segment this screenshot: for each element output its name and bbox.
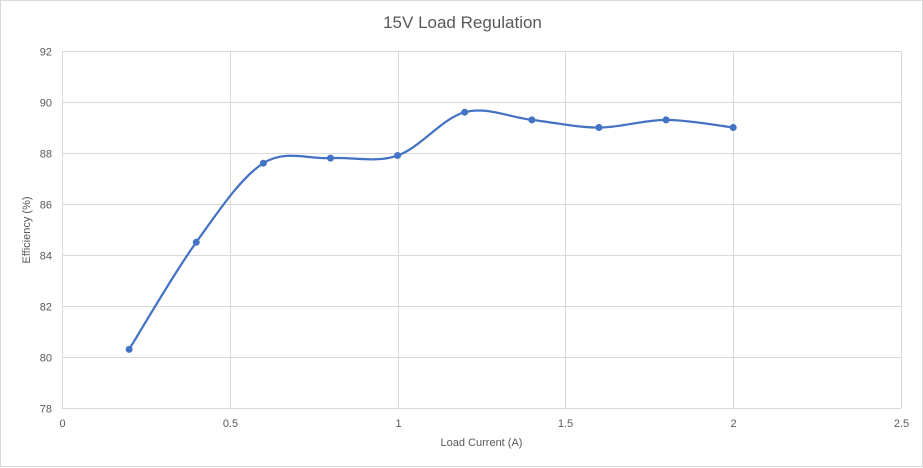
series-line [128,109,734,350]
data-point [326,154,334,162]
y-tick-label: 78 [40,404,52,416]
y-axis-label: Efficiency (%) [21,196,33,264]
data-point [125,345,133,353]
x-axis-label: Load Current (A) [440,437,523,449]
x-tick-label: 1 [395,418,401,430]
data-point [729,124,737,131]
y-tick-label: 82 [40,302,52,314]
x-tick-label: 1.5 [558,418,573,430]
y-tick-label: 90 [40,98,52,110]
tick-labels: 78 80 82 84 86 88 90 92 0 0.5 1 1.5 2 2.5 [40,47,909,431]
chart-title: 15V Load Regulation [383,13,542,32]
data-point [528,116,536,124]
data-point [461,108,469,116]
data-point [394,152,402,160]
data-markers [125,108,737,353]
x-tick-label: 2.5 [894,418,909,430]
x-tick-label: 2 [730,418,736,430]
data-point [192,238,200,246]
y-tick-label: 86 [40,200,52,212]
x-tick-label: 0.5 [223,418,238,430]
gridlines [62,51,902,409]
y-tick-label: 84 [40,251,52,263]
data-point [662,116,670,124]
data-point [259,159,267,167]
x-tick-label: 0 [59,418,65,430]
y-tick-label: 88 [40,149,52,161]
y-tick-label: 80 [40,353,52,365]
data-point [595,124,603,131]
y-tick-label: 92 [40,47,52,59]
